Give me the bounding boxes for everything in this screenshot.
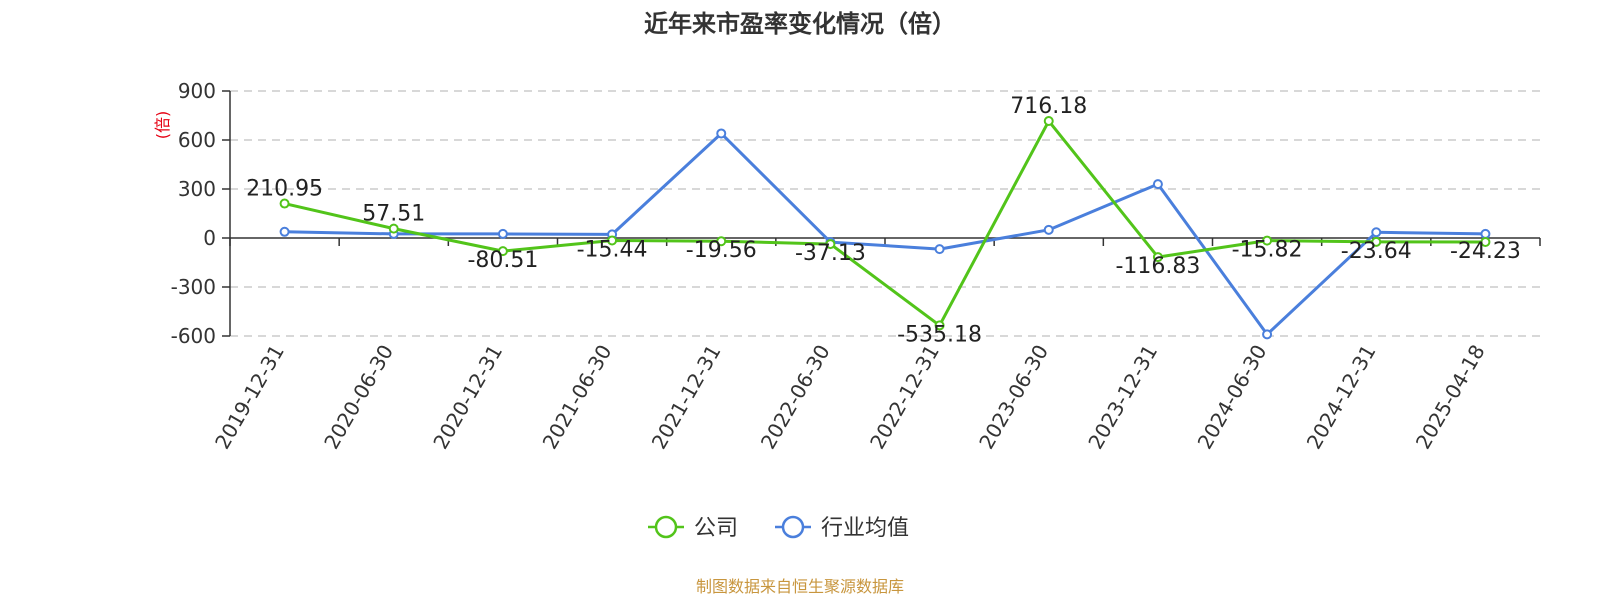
data-labels: 210.95 57.51 -80.51 -15.44 -19.56 -37.13 -535.… bbox=[246, 94, 1521, 347]
chart-title: 近年来市盈率变化情况（倍） bbox=[644, 10, 956, 38]
x-tick-label: 2023-12-31 bbox=[1083, 341, 1162, 454]
data-point[interactable] bbox=[934, 244, 945, 255]
data-point[interactable] bbox=[1480, 236, 1491, 247]
y-tick-label: 600 bbox=[178, 128, 216, 152]
data-point[interactable] bbox=[716, 236, 727, 247]
data-point[interactable] bbox=[388, 223, 399, 234]
data-point[interactable] bbox=[825, 239, 836, 250]
y-tick-label: 900 bbox=[178, 79, 216, 103]
data-point[interactable] bbox=[279, 198, 290, 209]
legend[interactable]: 公司 行业均值 bbox=[648, 515, 909, 541]
x-tick-label: 2020-12-31 bbox=[428, 340, 507, 453]
y-tick-label: 300 bbox=[178, 177, 216, 201]
data-label: -15.44 bbox=[577, 238, 648, 263]
data-label: -80.51 bbox=[467, 248, 538, 273]
x-tick-label: 2021-12-31 bbox=[647, 341, 726, 454]
data-label: -116.83 bbox=[1115, 254, 1200, 279]
x-tick-label: 2025-04-18 bbox=[1411, 341, 1490, 454]
series-line bbox=[284, 131, 1486, 336]
legend-item-label[interactable]: 行业均值 bbox=[821, 516, 909, 541]
data-point[interactable] bbox=[1262, 329, 1273, 340]
y-tick-label: 0 bbox=[203, 226, 216, 250]
y-tick-label: -600 bbox=[171, 324, 216, 348]
grid-lines bbox=[230, 90, 1540, 337]
data-source-note: 制图数据来自恒生聚源数据库 bbox=[696, 577, 904, 596]
data-label: -37.13 bbox=[795, 241, 866, 266]
legend-item-label[interactable]: 公司 bbox=[694, 516, 738, 541]
data-label: 716.18 bbox=[1010, 94, 1087, 119]
data-point[interactable] bbox=[1371, 236, 1382, 247]
data-point[interactable] bbox=[1043, 224, 1054, 235]
y-tick-label: -300 bbox=[171, 275, 216, 299]
series-layer bbox=[279, 116, 1491, 340]
data-point[interactable] bbox=[607, 235, 618, 246]
x-tick-label: 2019-12-31 bbox=[210, 341, 289, 454]
data-label: -535.18 bbox=[897, 322, 982, 347]
data-point[interactable] bbox=[1262, 235, 1273, 246]
data-label: -19.56 bbox=[686, 238, 757, 263]
data-point[interactable] bbox=[1480, 228, 1491, 239]
data-label: -24.23 bbox=[1450, 239, 1521, 264]
legend-circle-icon bbox=[654, 515, 678, 539]
x-tick-label: 2024-06-30 bbox=[1193, 341, 1272, 454]
data-point[interactable] bbox=[1043, 116, 1054, 127]
data-label: 57.51 bbox=[362, 202, 425, 227]
data-point[interactable] bbox=[1371, 227, 1382, 238]
data-point[interactable] bbox=[1152, 252, 1163, 263]
data-label: 210.95 bbox=[246, 177, 323, 202]
x-tick-label: 2020-06-30 bbox=[319, 341, 398, 454]
y-axis: 900 600 300 0 -300 -600 bbox=[171, 79, 231, 348]
data-point[interactable] bbox=[716, 128, 727, 139]
x-tick-label: 2022-12-31 bbox=[865, 340, 944, 453]
x-tick-label: 2022-06-30 bbox=[756, 341, 835, 454]
y-axis-unit: (倍) bbox=[153, 111, 172, 140]
data-point[interactable] bbox=[934, 320, 945, 331]
data-point[interactable] bbox=[497, 246, 508, 257]
x-tick-label: 2024-12-31 bbox=[1302, 341, 1381, 454]
x-tick-label: 2023-06-30 bbox=[974, 341, 1053, 454]
series-line bbox=[284, 119, 1486, 327]
legend-circle-icon bbox=[781, 515, 805, 539]
data-label: -23.64 bbox=[1341, 239, 1412, 264]
data-point[interactable] bbox=[279, 226, 290, 237]
x-tick-label: 2021-06-30 bbox=[538, 341, 617, 454]
data-point[interactable] bbox=[497, 228, 508, 239]
x-axis: 2019-12-31 2020-06-30 2020-12-31 2021-06-30… bbox=[210, 237, 1541, 454]
data-point[interactable] bbox=[1152, 179, 1163, 190]
data-label: -15.82 bbox=[1232, 238, 1303, 263]
